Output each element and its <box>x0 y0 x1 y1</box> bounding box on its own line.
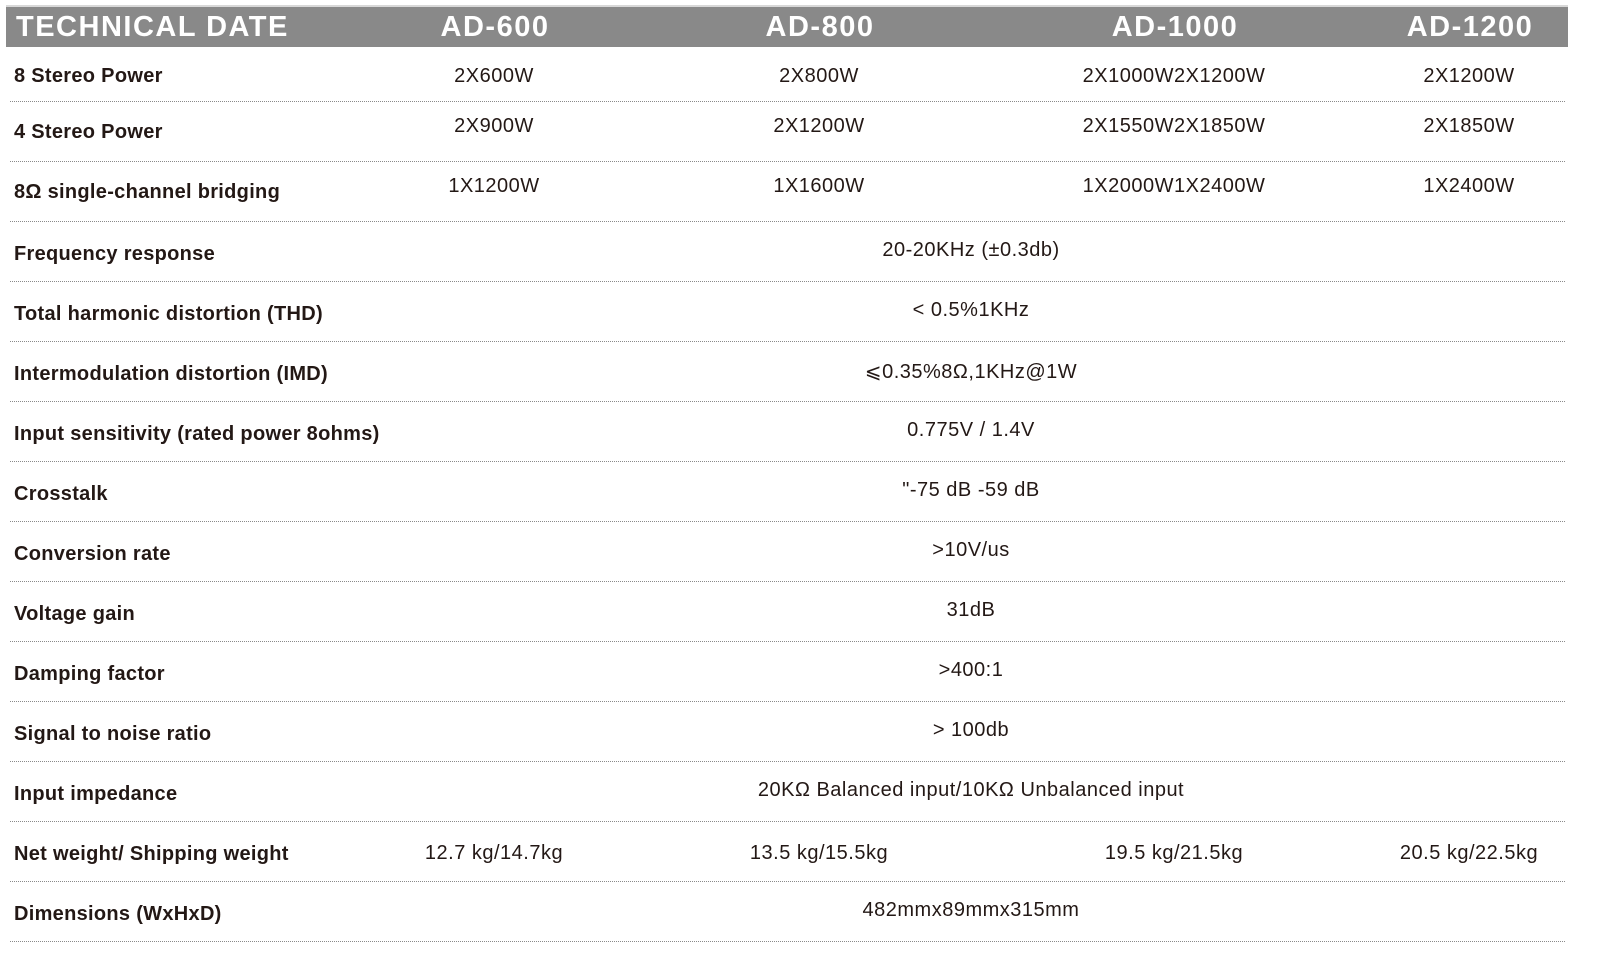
cell-value-spanned: 20-20KHz (±0.3db) <box>882 239 1060 261</box>
table-row: Damping factor >400:1 <box>10 641 1565 702</box>
table-row: Input sensitivity (rated power 8ohms) 0.7… <box>10 401 1565 462</box>
cell-value-spanned: "-75 dB -59 dB <box>902 479 1040 501</box>
table-row: Net weight/ Shipping weight 12.7 kg/14.7k… <box>10 821 1565 882</box>
table-row: 8Ω single-channel bridging 1X1200W 1X1600W… <box>10 161 1565 222</box>
cell-value: 1X1200W <box>448 175 540 197</box>
cell-value: 2X1200W <box>773 115 865 137</box>
cell-value-spanned: 20KΩ Balanced input/10KΩ Unbalanced inpu… <box>757 779 1185 801</box>
table-title: TECHNICAL DATE <box>16 11 289 43</box>
cell-value: 19.5 kg/21.5kg <box>1104 842 1244 864</box>
row-label: Dimensions (WxHxD) <box>14 903 222 925</box>
row-label: Total harmonic distortion (THD) <box>14 303 323 325</box>
table-row: 8 Stereo Power 2X600W 2X800W 2X1000W2X1200W… <box>10 41 1565 102</box>
table-row: Conversion rate >10V/us <box>10 521 1565 582</box>
table-row: Total harmonic distortion (THD) < 0.5%1KH… <box>10 281 1565 342</box>
cell-value: 2X800W <box>779 65 859 87</box>
cell-value: 2X900W <box>454 115 534 137</box>
cell-value: 1X2400W <box>1423 175 1515 197</box>
cell-value-spanned: 0.775V / 1.4V <box>907 419 1035 441</box>
row-label: Signal to noise ratio <box>14 723 212 745</box>
cell-value-spanned: >10V/us <box>932 539 1010 561</box>
cell-value-spanned: ⩽0.35%8Ω,1KHz@1W <box>864 361 1078 383</box>
table-row: Dimensions (WxHxD) 482mmx89mmx315mm <box>10 881 1565 942</box>
model-ad-1200: AD-1200 <box>1406 11 1534 43</box>
model-ad-1000: AD-1000 <box>1111 11 1239 43</box>
model-ad-800: AD-800 <box>765 11 875 43</box>
row-label: Voltage gain <box>14 603 136 625</box>
table-row: 4 Stereo Power 2X900W 2X1200W 2X1550W2X1850… <box>10 101 1565 162</box>
cell-value: 2X1200W <box>1423 65 1515 87</box>
cell-value: 2X1850W <box>1423 115 1515 137</box>
row-label: Conversion rate <box>14 543 171 565</box>
cell-value: 1X2000W1X2400W <box>1082 175 1266 197</box>
cell-value: 12.7 kg/14.7kg <box>424 842 564 864</box>
cell-value: 1X1600W <box>773 175 865 197</box>
row-label: Net weight/ Shipping weight <box>14 843 289 865</box>
table-row: Voltage gain 31dB <box>10 581 1565 642</box>
cell-value: 13.5 kg/15.5kg <box>749 842 889 864</box>
table-row: Crosstalk "-75 dB -59 dB <box>10 461 1565 522</box>
cell-value-spanned: < 0.5%1KHz <box>912 299 1030 321</box>
cell-value: 20.5 kg/22.5kg <box>1399 842 1539 864</box>
cell-value-spanned: >400:1 <box>938 659 1004 681</box>
row-label: Input impedance <box>14 783 178 805</box>
table-row: Signal to noise ratio > 100db <box>10 701 1565 762</box>
row-label: Intermodulation distortion (IMD) <box>14 363 329 385</box>
row-label: 8 Stereo Power <box>14 65 163 87</box>
cell-value: 2X600W <box>454 65 534 87</box>
cell-value-spanned: 31dB <box>946 599 996 621</box>
row-label: Frequency response <box>14 243 216 265</box>
cell-value: 2X1000W2X1200W <box>1082 65 1266 87</box>
row-label: 4 Stereo Power <box>14 121 163 143</box>
row-label: Input sensitivity (rated power 8ohms) <box>14 423 380 445</box>
table-header: TECHNICAL DATE AD-600 AD-800 AD-1000 AD-… <box>6 5 1568 47</box>
table-row: Frequency response 20-20KHz (±0.3db) <box>10 221 1565 282</box>
cell-value-spanned: 482mmx89mmx315mm <box>862 899 1080 921</box>
row-label: Crosstalk <box>14 483 108 505</box>
row-label: Damping factor <box>14 663 165 685</box>
table-row: Intermodulation distortion (IMD) ⩽0.35%8Ω… <box>10 341 1565 402</box>
cell-value: 2X1550W2X1850W <box>1082 115 1266 137</box>
row-label: 8Ω single-channel bridging <box>14 181 281 203</box>
cell-value-spanned: > 100db <box>932 719 1010 741</box>
table-row: Input impedance 20KΩ Balanced input/10KΩ … <box>10 761 1565 822</box>
model-ad-600: AD-600 <box>440 11 550 43</box>
